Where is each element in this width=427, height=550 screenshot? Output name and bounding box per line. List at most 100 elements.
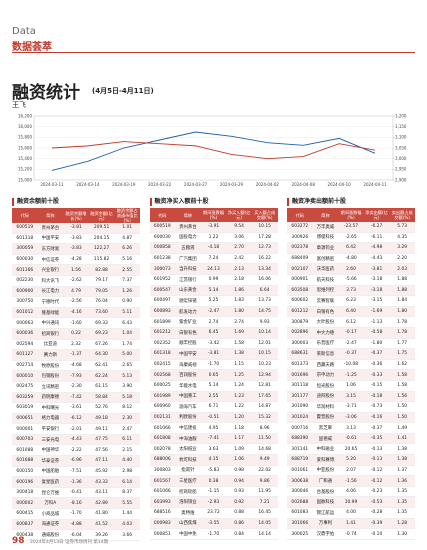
table-cell: 688719: [287, 454, 313, 466]
table-row: 601318 中国平安 -3.83 204.15 4.87: [12, 233, 140, 245]
table-cell: 000063: [12, 317, 38, 329]
table-row: 603259 药明康德 -7.42 58.84 5.18: [12, 392, 140, 404]
table-cell: -1.15: [200, 486, 227, 498]
table-cell: 1.17: [226, 433, 252, 445]
table-row: 300638 广和通 -1.56 -0.12 1.36: [287, 475, 415, 487]
table-cell: 79.05: [88, 286, 115, 298]
table-cell: 6.40: [338, 306, 364, 318]
table-cell: 驰宏锌锗: [175, 295, 201, 307]
table-cell: 山东黄金: [175, 285, 201, 297]
table-cell: -3.83: [63, 243, 89, 255]
table-cell: 47.75: [88, 434, 115, 446]
table-cell: 10.99: [338, 496, 364, 509]
table-row: 300073 当升科技 24.13 2.13 13.34: [149, 263, 278, 275]
header-row: 代码 简称 期间涨跌幅(%) 净卖出额(亿元) 卖出额占成交额(%): [287, 208, 415, 222]
table-cell: 3.15: [338, 391, 364, 403]
x-tick-label: 2024-04-02: [256, 182, 280, 187]
table-cell: 霍普股份: [312, 412, 339, 424]
column-header: 净卖出额(亿元): [363, 208, 390, 222]
x-tick-label: 2024-03-19: [112, 182, 136, 187]
table-cell: 601166: [12, 264, 38, 276]
table-cell: 6.23: [338, 295, 364, 307]
table-cell: 兴业银行: [37, 264, 64, 276]
table-cell: 奥特维: [175, 507, 201, 519]
table-cell: 12.01: [251, 338, 278, 350]
y2-tick-label: 3,050: [395, 145, 407, 150]
table-cell: 中亚股份: [312, 465, 339, 477]
table-cell: 洛阳钼业: [175, 496, 201, 509]
table-cell: -0.16: [363, 412, 390, 424]
table-row: 601567 三星医疗 0.38 0.94 9.86: [149, 475, 278, 487]
header-row: 代码 简称 期间涨跌幅(%) 净买入额(亿元) 买入额占成交额(%): [149, 208, 278, 222]
table-cell: 601066: [149, 486, 176, 498]
table-cell: 1.44: [114, 508, 140, 520]
table-row: 300025 汉鼎宇佑 -0.74 -0.10 1.30: [287, 528, 415, 540]
table-cell: 小商品城: [37, 508, 64, 520]
table-cell: 5.13: [114, 370, 140, 382]
table-cell: 沃华医药: [312, 263, 339, 275]
table-cell: 锦江航运: [312, 507, 339, 519]
table-cell: 300059: [12, 243, 38, 255]
table-cell: 2.65: [114, 360, 140, 372]
table-cell: 1.36: [389, 475, 415, 487]
table-row: 300046 台基股份 4.06 -0.23 1.35: [287, 486, 415, 498]
table-row: 002688 国脉科技 10.99 -0.53 1.35: [287, 496, 415, 509]
table-cell: 002714: [12, 360, 38, 372]
table-cell: 杭可科技: [175, 454, 201, 466]
table-cell: 1.24: [226, 380, 252, 392]
table-cell: -1.70: [200, 528, 227, 540]
table-cell: 6.11: [114, 434, 140, 446]
table-cell: 顺丰控股: [175, 338, 201, 350]
table-cell: 6.64: [251, 285, 278, 297]
table-cell: 1.41: [389, 433, 415, 445]
table-cell: 宁德时代: [37, 296, 64, 308]
table-cell: -0.39: [363, 518, 390, 530]
table-cell: 2.20: [389, 253, 415, 265]
table-row: 601212 白银有色 6.40 -1.69 1.80: [287, 306, 415, 318]
table-cell: 22.02: [251, 465, 278, 477]
table-cell: 乐普医疗: [312, 338, 339, 350]
table-cell: 1.49: [389, 422, 415, 434]
column-header: 简称: [312, 208, 339, 222]
table-cell: 2.74: [200, 316, 227, 328]
column-header: 简称: [175, 208, 201, 222]
table-cell: 6.42: [338, 242, 364, 254]
table-cell: 思维列控: [312, 285, 339, 297]
table-cell: 002230: [12, 275, 38, 287]
table-cell: 601212: [287, 306, 313, 318]
table-cell: 山西焦煤: [175, 518, 201, 530]
table-cell: 中大力德: [312, 327, 339, 339]
table-cell: 41.80: [88, 508, 115, 520]
table-cell: -8.16: [63, 497, 89, 510]
table-cell: 1.88: [389, 274, 415, 286]
table-cell: 1.56: [63, 264, 89, 276]
table-cell: 603019: [12, 402, 38, 414]
column-header: 代码: [149, 208, 176, 222]
table-cell: 600415: [12, 508, 38, 520]
table-cell: 79.17: [88, 275, 115, 287]
table-cell: 20.65: [338, 443, 364, 456]
column-header: 融资余额(亿元): [88, 208, 115, 223]
table-cell: 1.78: [389, 316, 415, 328]
table-cell: 五粮液: [175, 242, 201, 254]
table-section: 融资净卖出额前十股 代码 简称 期间涨跌幅(%) 净卖出额(亿元) 卖出额占成交额(%) 6…: [287, 198, 415, 540]
x-tick-label: 2024-04-10: [328, 182, 352, 187]
table-row: 601088 中国神华 -2.22 47.56 2.15: [12, 444, 140, 457]
table-cell: 8.12: [114, 402, 140, 414]
table-cell: 115.82: [88, 254, 115, 266]
table-row: 301090 华润材料 -3.71 -0.73 1.50: [287, 401, 415, 413]
table-cell: 0.99: [200, 274, 227, 286]
table-cell: 601127: [12, 349, 38, 361]
table-row: 301141 中科磁业 20.65 -0.13 1.38: [287, 443, 415, 456]
table-cell: 1.80: [226, 306, 252, 318]
table-row: 601688 华泰证券 -6.96 47.11 4.40: [12, 455, 140, 467]
table-cell: -3.55: [200, 518, 227, 530]
table-cell: 12.94: [251, 369, 278, 381]
table-row: 300003 乐普医疗 -2.47 -1.80 1.77: [287, 338, 415, 350]
table-cell: 0.38: [200, 475, 227, 487]
x-tick-label: 2024-04-08: [292, 182, 316, 187]
table-cell: 宗申动力: [312, 369, 339, 381]
table-row: 600547 山东黄金 5.14 1.86 6.64: [149, 285, 278, 297]
x-tick-label: 2024-04-11: [363, 182, 387, 187]
